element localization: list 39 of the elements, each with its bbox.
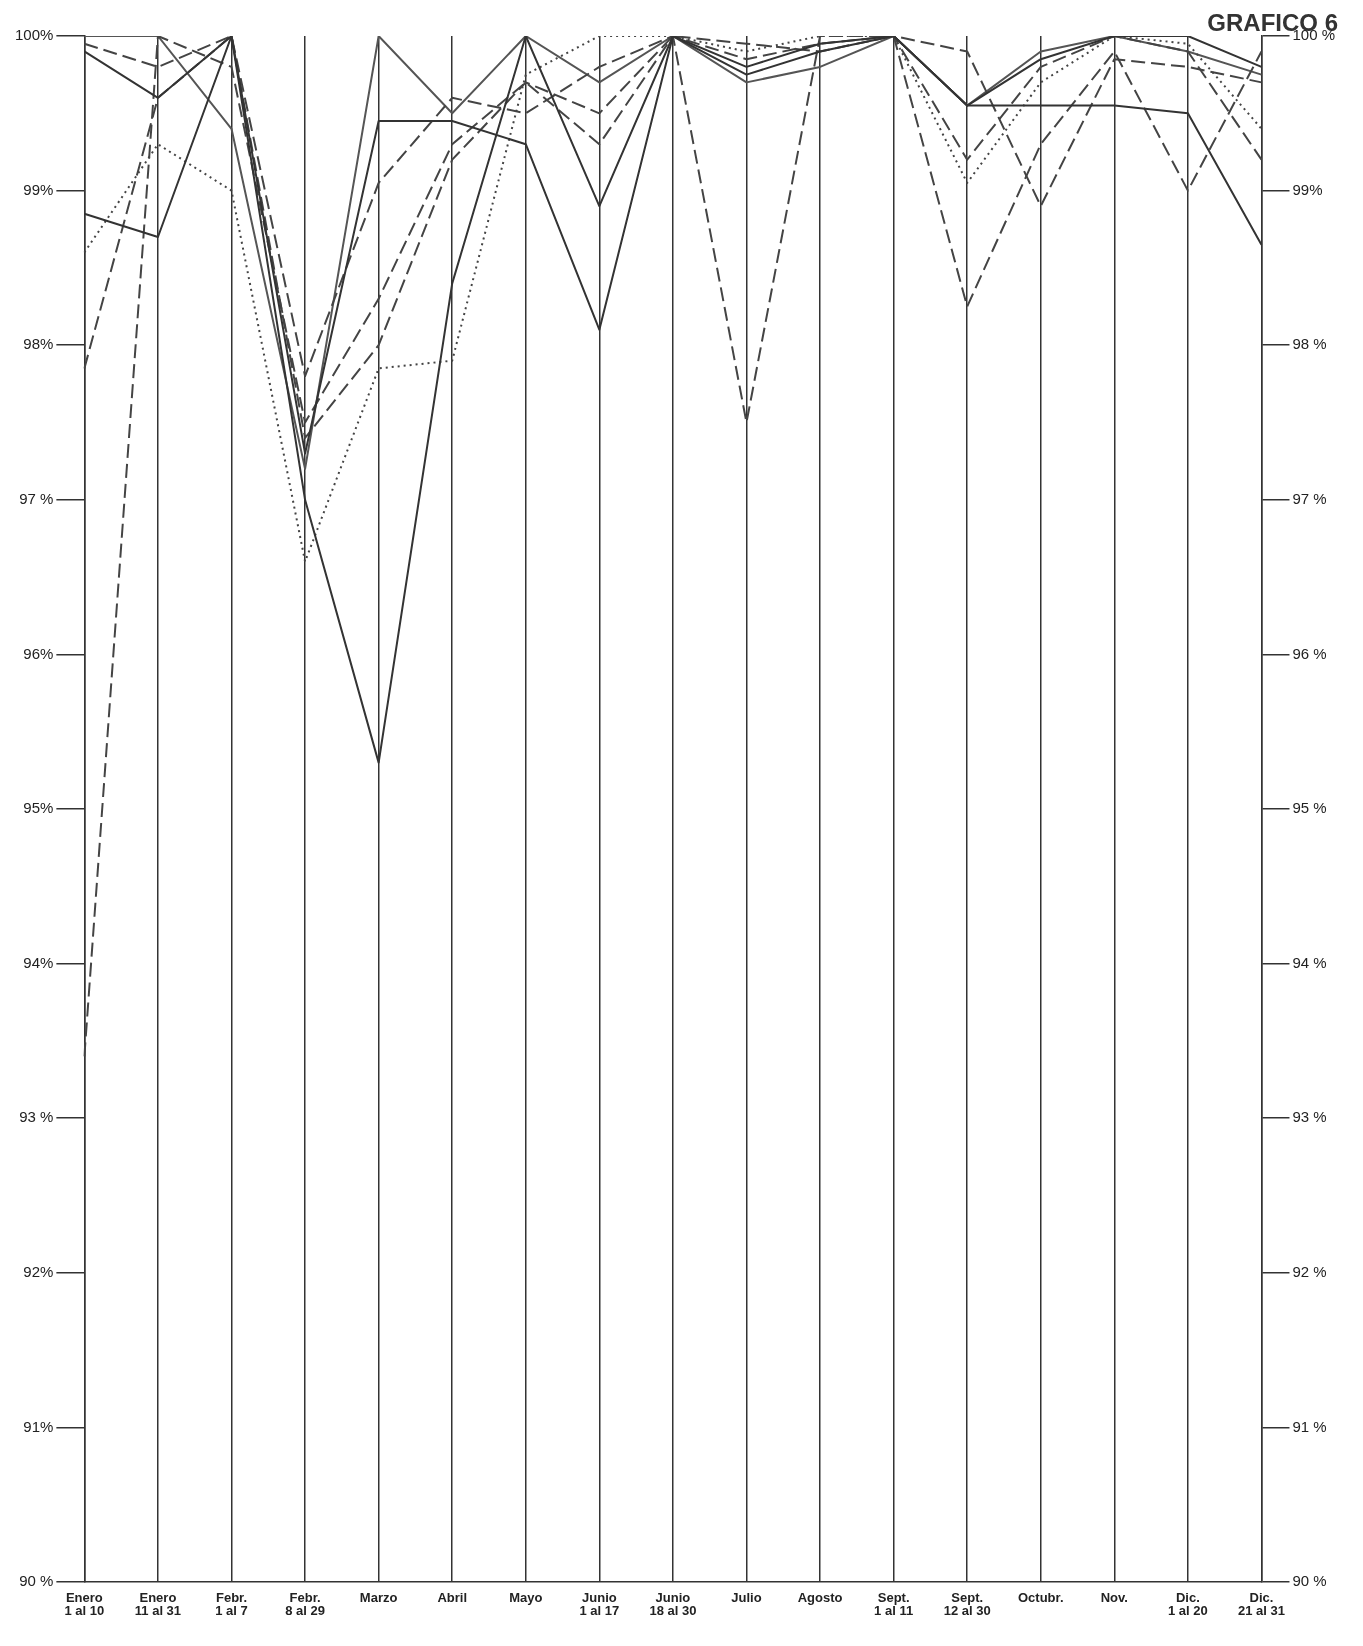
y2-tick-label: 92 % [1292,1262,1327,1280]
x-tick-label: Julio [731,1590,762,1606]
x-tick-label: Febr. 1 al 7 [215,1590,248,1619]
y2-tick-label: 94 % [1292,953,1327,971]
x-tick-label: Octubr. [1018,1590,1064,1606]
x-tick-label: Enero 1 al 10 [64,1590,105,1619]
y2-tick-label: 90 % [1292,1572,1327,1590]
x-tick-label: Dic. 1 al 20 [1168,1590,1208,1619]
line-series [83,36,1263,1058]
x-tick-label: Abril [437,1590,468,1606]
y-tick-label: 96% [23,644,54,662]
y-tick-label: 97 % [19,489,54,507]
x-tick-label: Sept. 1 al 11 [874,1590,914,1619]
y2-tick-label: 95 % [1292,799,1327,817]
x-tick-label: Febr. 8 al 29 [285,1590,325,1619]
y-tick-label: 100% [14,26,54,44]
y2-tick-label: 98 % [1292,335,1327,353]
x-tick-label: Marzo [359,1590,398,1606]
x-tick-label: Enero 11 al 31 [134,1590,182,1619]
x-tick-label: Mayo [509,1590,543,1606]
y-tick-label: 92% [23,1262,54,1280]
x-tick-label: Junio 18 al 30 [649,1590,697,1619]
y-tick-label: 93 % [19,1108,54,1126]
y-tick-label: 94% [23,953,54,971]
y2-tick-label: 99% [1292,180,1323,198]
y2-tick-label: 93 % [1292,1108,1327,1126]
x-tick-label: Agosto [797,1590,843,1606]
x-tick-label: Dic. 21 al 31 [1237,1590,1285,1619]
y-tick-label: 91% [23,1417,54,1435]
y-tick-label: 98% [23,335,54,353]
y-tick-label: 99% [23,180,54,198]
y2-tick-label: 97 % [1292,489,1327,507]
y2-tick-label: 91 % [1292,1417,1327,1435]
x-tick-label: Junio 1 al 17 [579,1590,620,1619]
y2-tick-label: 96 % [1292,644,1327,662]
y-tick-label: 90 % [19,1572,54,1590]
y-tick-label: 95% [23,799,54,817]
x-tick-label: Sept. 12 al 30 [943,1590,991,1619]
x-tick-label: Nov. [1100,1590,1128,1606]
